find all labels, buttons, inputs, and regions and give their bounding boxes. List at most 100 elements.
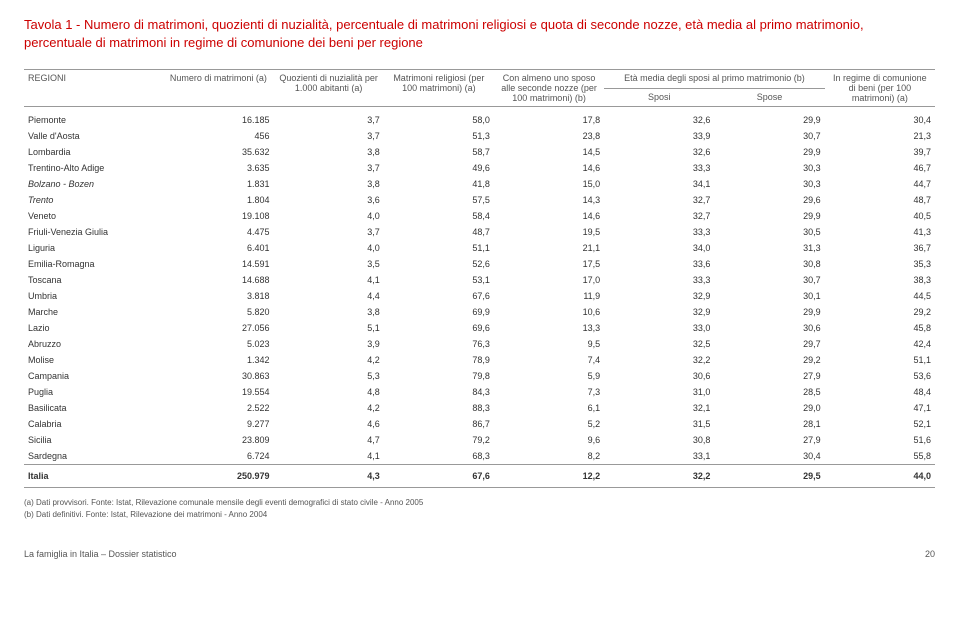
cell-relig: 51,3 [384,128,494,144]
cell-region: Abruzzo [24,336,163,352]
cell-com: 40,5 [825,208,935,224]
cell-num: 6.401 [163,240,273,256]
cell-seconde: 5,2 [494,416,604,432]
table-row: Lombardia35.6323,858,714,532,629,939,7 [24,144,935,160]
cell-sposi: 33,3 [604,160,714,176]
cell-sposi: 30,8 [604,432,714,448]
cell-quoz: 4,3 [273,465,383,488]
cell-seconde: 7,4 [494,352,604,368]
cell-sposi: 33,3 [604,224,714,240]
cell-quoz: 4,2 [273,400,383,416]
cell-quoz: 3,7 [273,128,383,144]
cell-seconde: 12,2 [494,465,604,488]
table-row: Umbria3.8184,467,611,932,930,144,5 [24,288,935,304]
cell-region: Lombardia [24,144,163,160]
cell-region: Campania [24,368,163,384]
cell-num: 3.635 [163,160,273,176]
cell-sposi: 32,1 [604,400,714,416]
cell-sposi: 33,9 [604,128,714,144]
cell-sposi: 32,2 [604,465,714,488]
cell-sposi: 32,7 [604,208,714,224]
cell-sposi: 30,6 [604,368,714,384]
col-num: Numero di matrimoni (a) [163,70,273,107]
cell-relig: 58,0 [384,107,494,129]
cell-quoz: 3,7 [273,224,383,240]
cell-com: 30,4 [825,107,935,129]
cell-region: Sicilia [24,432,163,448]
cell-sposi: 32,6 [604,107,714,129]
cell-region: Sardegna [24,448,163,465]
cell-seconde: 5,9 [494,368,604,384]
cell-region: Valle d'Aosta [24,128,163,144]
cell-relig: 48,7 [384,224,494,240]
cell-com: 38,3 [825,272,935,288]
cell-seconde: 9,6 [494,432,604,448]
cell-relig: 51,1 [384,240,494,256]
cell-region: Trentino-Alto Adige [24,160,163,176]
cell-com: 51,6 [825,432,935,448]
table-row-total: Italia250.9794,367,612,232,229,544,0 [24,465,935,488]
cell-spose: 30,4 [714,448,824,465]
cell-region: Marche [24,304,163,320]
table-row: Bolzano - Bozen1.8313,841,815,034,130,34… [24,176,935,192]
table-row: Marche5.8203,869,910,632,929,929,2 [24,304,935,320]
table-row: Veneto19.1084,058,414,632,729,940,5 [24,208,935,224]
cell-region: Veneto [24,208,163,224]
cell-num: 5.023 [163,336,273,352]
cell-relig: 69,9 [384,304,494,320]
table-row: Sardegna6.7244,168,38,233,130,455,8 [24,448,935,465]
cell-seconde: 6,1 [494,400,604,416]
cell-spose: 30,5 [714,224,824,240]
table-row: Emilia-Romagna14.5913,552,617,533,630,83… [24,256,935,272]
cell-com: 51,1 [825,352,935,368]
cell-sposi: 33,1 [604,448,714,465]
col-comunione: In regime di comunione di beni (per 100 … [825,70,935,107]
table-row: Calabria9.2774,686,75,231,528,152,1 [24,416,935,432]
cell-spose: 28,5 [714,384,824,400]
footnote-a: (a) Dati provvisori. Fonte: Istat, Rilev… [24,498,935,507]
cell-num: 19.554 [163,384,273,400]
cell-spose: 29,6 [714,192,824,208]
cell-num: 35.632 [163,144,273,160]
col-eta: Età media degli sposi al primo matrimoni… [604,70,824,89]
cell-seconde: 15,0 [494,176,604,192]
cell-spose: 30,3 [714,176,824,192]
cell-sposi: 32,7 [604,192,714,208]
cell-relig: 58,4 [384,208,494,224]
cell-relig: 67,6 [384,465,494,488]
cell-region: Molise [24,352,163,368]
cell-sposi: 33,3 [604,272,714,288]
cell-region: Puglia [24,384,163,400]
cell-spose: 29,5 [714,465,824,488]
cell-quoz: 5,1 [273,320,383,336]
cell-region: Liguria [24,240,163,256]
cell-quoz: 3,5 [273,256,383,272]
cell-seconde: 14,6 [494,208,604,224]
table-row: Liguria6.4014,051,121,134,031,336,7 [24,240,935,256]
cell-relig: 69,6 [384,320,494,336]
cell-num: 30.863 [163,368,273,384]
cell-spose: 29,0 [714,400,824,416]
cell-sposi: 34,0 [604,240,714,256]
table-title: Tavola 1 - Numero di matrimoni, quozient… [24,16,935,51]
cell-relig: 58,7 [384,144,494,160]
cell-spose: 29,7 [714,336,824,352]
cell-spose: 30,7 [714,272,824,288]
cell-com: 44,5 [825,288,935,304]
cell-spose: 30,1 [714,288,824,304]
cell-num: 16.185 [163,107,273,129]
cell-relig: 79,8 [384,368,494,384]
cell-spose: 29,9 [714,107,824,129]
cell-spose: 27,9 [714,368,824,384]
cell-sposi: 32,2 [604,352,714,368]
cell-com: 39,7 [825,144,935,160]
table-row: Campania30.8635,379,85,930,627,953,6 [24,368,935,384]
cell-region: Calabria [24,416,163,432]
cell-spose: 30,8 [714,256,824,272]
cell-region: Umbria [24,288,163,304]
cell-spose: 29,2 [714,352,824,368]
cell-sposi: 33,0 [604,320,714,336]
cell-com: 53,6 [825,368,935,384]
cell-relig: 88,3 [384,400,494,416]
table-row: Piemonte16.1853,758,017,832,629,930,4 [24,107,935,129]
